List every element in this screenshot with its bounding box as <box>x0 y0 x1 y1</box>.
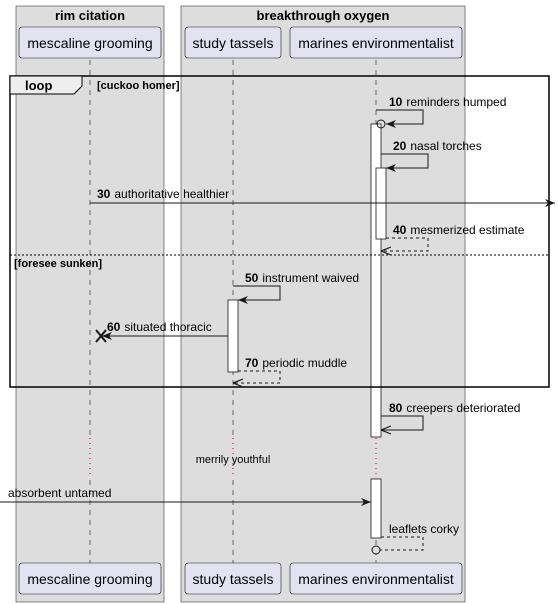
message-label: absorbent untamed <box>8 486 111 500</box>
activation-bar <box>227 299 239 373</box>
message-leaflets-corky: leaflets corky <box>371 522 459 555</box>
else-guard: [foresee sunken] <box>14 258 102 270</box>
delay-label: merrily youthful <box>196 454 271 466</box>
message-20: 20 nasal torches <box>381 139 482 172</box>
message-label: 30 authoritative healthier <box>97 187 229 201</box>
participant-marines-environmentalist-bottom[interactable]: marines environmentalist <box>289 562 463 595</box>
message-label: 50 instrument waived <box>245 271 359 285</box>
message-10: 10 reminders humped <box>376 95 506 129</box>
loop-fragment: loop [cuckoo homer] [foresee sunken] <box>9 75 550 388</box>
message-50: 50 instrument waived <box>233 271 359 304</box>
participant-label: marines environmentalist <box>298 35 454 51</box>
message-label: 60 situated thoracic <box>107 320 212 334</box>
participant-study-tassels-bottom[interactable]: study tassels <box>184 562 282 595</box>
message-label: 40 mesmerized estimate <box>393 223 525 237</box>
participant-study-tassels-top[interactable]: study tassels <box>184 26 282 59</box>
participant-label: marines environmentalist <box>298 571 454 587</box>
message-40: 40 mesmerized estimate <box>381 223 525 251</box>
message-80: 80 creepers deteriorated <box>381 401 520 430</box>
box-title: breakthrough oxygen <box>257 8 390 23</box>
activation-bar <box>370 478 382 539</box>
activation-bar <box>370 123 382 438</box>
message-30: 30 authoritative healthier <box>90 187 555 207</box>
message-label: 80 creepers deteriorated <box>389 401 520 415</box>
message-absorbent-untamed: absorbent untamed <box>0 486 371 506</box>
participant-label: mescaline grooming <box>27 571 152 587</box>
message-label: leaflets corky <box>389 522 459 536</box>
message-label: 20 nasal torches <box>393 139 482 153</box>
participant-label: mescaline grooming <box>27 35 152 51</box>
message-label: 70 periodic muddle <box>245 356 347 370</box>
participant-label: study tassels <box>193 35 274 51</box>
participant-mescaline-grooming-top[interactable]: mescaline grooming <box>18 26 162 59</box>
message-60: 60 situated thoracic <box>95 320 228 343</box>
message-70: 70 periodic muddle <box>233 356 347 383</box>
fragment-keyword: loop <box>25 78 52 93</box>
message-label: 10 reminders humped <box>389 95 506 109</box>
fragment-guard: [cuckoo homer] <box>97 80 180 92</box>
participant-marines-environmentalist-top[interactable]: marines environmentalist <box>289 26 463 59</box>
participant-label: study tassels <box>193 571 274 587</box>
box-title: rim citation <box>55 8 125 23</box>
participant-mescaline-grooming-bottom[interactable]: mescaline grooming <box>18 562 162 595</box>
